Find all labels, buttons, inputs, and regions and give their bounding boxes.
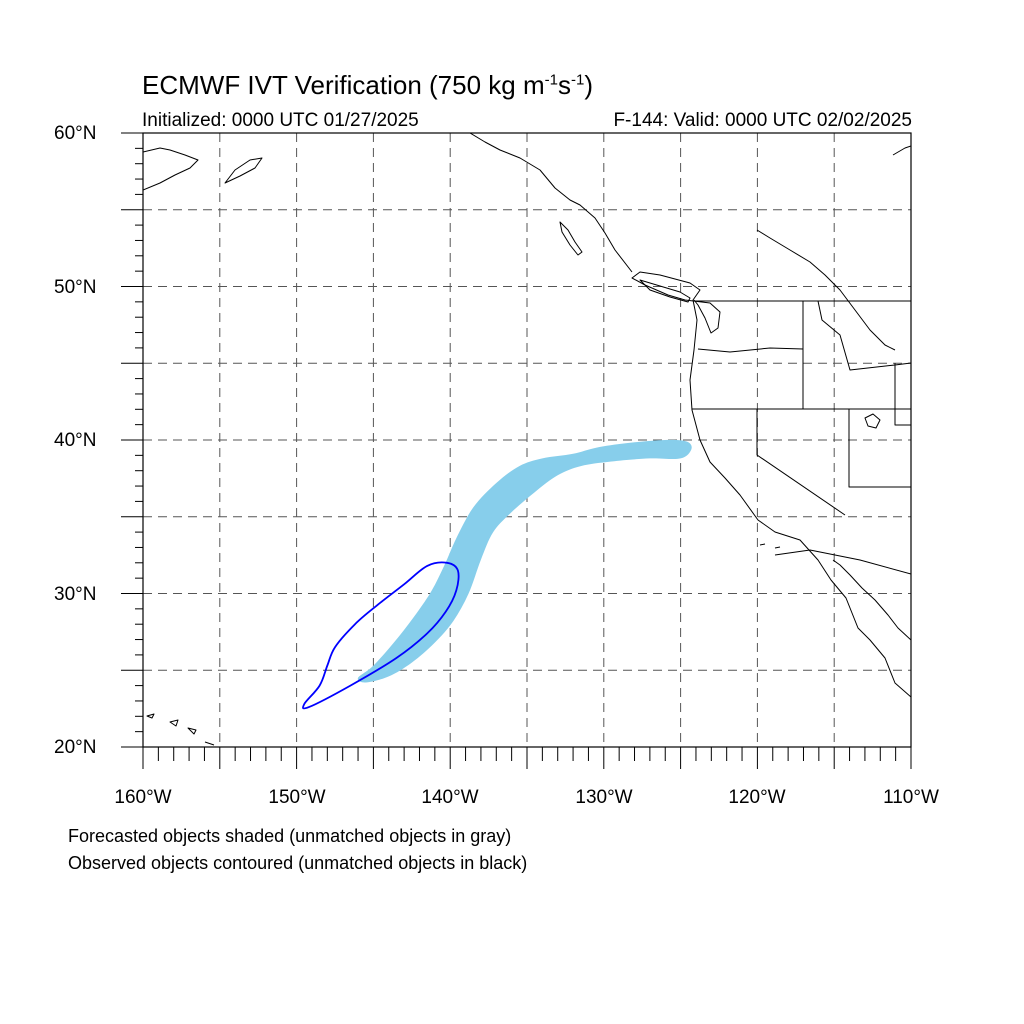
great-salt-lake (864, 413, 881, 429)
lon-label-110w: 110°W (883, 787, 939, 808)
lat-label-50: 50°N (54, 277, 97, 298)
caption-forecast: Forecasted objects shaded (unmatched obj… (68, 826, 512, 846)
chart-title: ECMWF IVT Verification (750 kg m-1s-1) (142, 70, 593, 100)
forecast-ivt-object (357, 439, 692, 683)
wa-or-border (697, 347, 804, 353)
alaska-islands (224, 157, 263, 184)
lon-label-140w: 140°W (421, 787, 479, 808)
lon-label-150w: 150°W (268, 787, 326, 808)
axis-ticks (121, 132, 912, 769)
vancouver-island (639, 279, 691, 303)
lat-label-40: 40°N (54, 430, 97, 451)
canada-hudson (756, 229, 896, 351)
alaska-coast-west (143, 147, 199, 191)
lon-label-120w: 120°W (728, 787, 786, 808)
wy-border (894, 363, 911, 426)
lat-label-60: 60°N (54, 123, 97, 144)
init-time-label: Initialized: 0000 UTC 01/27/2025 (142, 110, 419, 131)
haida-gwaii (559, 221, 583, 256)
ca-nv-border (756, 409, 846, 516)
us-mexico-border (774, 549, 911, 575)
baja-gulf (832, 559, 911, 641)
caption-observed: Observed objects contoured (unmatched ob… (68, 853, 528, 873)
lat-label-20: 20°N (54, 737, 97, 758)
coastlines-and-borders (143, 133, 911, 746)
observed-ivt-contour (302, 561, 460, 710)
north-america-coast (631, 271, 911, 698)
lat-label-30: 30°N (54, 584, 97, 605)
map-frame (142, 132, 912, 748)
bc-alaska-coast (469, 133, 633, 273)
channel-islands (759, 543, 781, 549)
nw-corner (892, 145, 911, 156)
valid-time-label: F-144: Valid: 0000 UTC 02/02/2025 (613, 110, 912, 131)
lon-label-160w: 160°W (114, 787, 172, 808)
grid-lines (143, 133, 911, 747)
lon-label-130w: 130°W (575, 787, 633, 808)
hawaii-islands (146, 713, 215, 746)
nv-ut-border (848, 409, 911, 488)
montana-border (817, 300, 911, 371)
